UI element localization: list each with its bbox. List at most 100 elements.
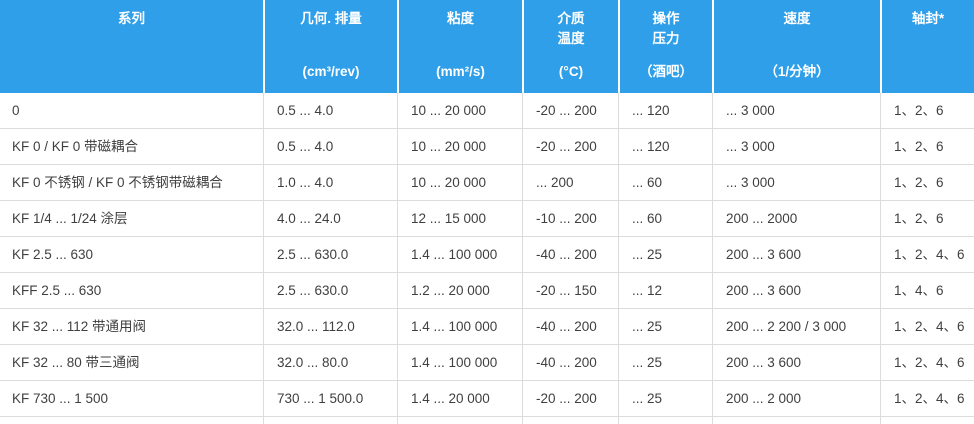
cell-viscosity: 10 ... 20 000 xyxy=(397,165,522,200)
cell-temperature: -20 ... 200 xyxy=(522,93,618,128)
cell-seals: 1、2、6 xyxy=(880,201,974,236)
cell-viscosity: 1.2 ... 20 000 xyxy=(397,273,522,308)
column-unit: （酒吧） xyxy=(639,63,693,79)
cell-viscosity: 12 ... 15 000 xyxy=(397,201,522,236)
cell-viscosity xyxy=(397,417,522,424)
cell-speed: 200 ... 2 000 xyxy=(712,381,880,416)
cell-displacement: 32.0 ... 80.0 xyxy=(263,345,397,380)
cell-temperature: -20 ... 150 xyxy=(522,273,618,308)
cell-seals xyxy=(880,417,974,424)
cell-seals: 1、2、4、6 xyxy=(880,345,974,380)
cell-pressure: ... 60 xyxy=(618,201,712,236)
column-unit: (cm³/rev) xyxy=(302,63,360,79)
column-header-seal: 轴封* xyxy=(880,0,974,93)
cell-temperature: ... 200 xyxy=(522,165,618,200)
cell-series: KF 32 ... 112 带通用阀 xyxy=(12,319,147,334)
cell-viscosity: 1.4 ... 100 000 xyxy=(397,309,522,344)
cell-seals: 1、2、4、6 xyxy=(880,309,974,344)
cell-temperature: -20 ... 200 xyxy=(522,129,618,164)
table-row: KF 0 / KF 0 带磁耦合 0.5 ... 4.0 10 ... 20 0… xyxy=(0,129,974,165)
table-row: KF 730 ... 1 500 730 ... 1 500.0 1.4 ...… xyxy=(0,381,974,417)
cell-series: KF 730 ... 1 500 xyxy=(12,391,109,406)
cell-seals: 1、2、6 xyxy=(880,165,974,200)
cell-series: KF 2.5 ... 630 xyxy=(12,247,94,262)
table-header-row: 系列 几何. 排量 (cm³/rev) 粘度 (mm²/s) 介质 温度 (°C… xyxy=(0,0,974,93)
table-row: KF 2.5 ... 630 2.5 ... 630.0 1.4 ... 100… xyxy=(0,237,974,273)
cell-seals: 1、2、6 xyxy=(880,129,974,164)
cell-speed: 200 ... 3 600 xyxy=(712,273,880,308)
cell-seals: 1、2、4、6 xyxy=(880,381,974,416)
cell-viscosity: 1.4 ... 100 000 xyxy=(397,237,522,272)
cell-speed: 200 ... 2000 xyxy=(712,201,880,236)
cell-seals: 1、2、6 xyxy=(880,93,974,128)
cell-pressure: ... 25 xyxy=(618,381,712,416)
column-label: 几何. 排量 xyxy=(300,11,362,26)
column-label: 介质 温度 xyxy=(557,11,585,46)
cell-series xyxy=(0,417,263,424)
table-row-partial xyxy=(0,417,974,424)
cell-speed: 200 ... 3 600 xyxy=(712,237,880,272)
cell-series: KF 32 ... 80 带三通阀 xyxy=(12,355,140,370)
cell-displacement: 2.5 ... 630.0 xyxy=(263,273,397,308)
cell-temperature: -20 ... 200 xyxy=(522,381,618,416)
cell-pressure: ... 60 xyxy=(618,165,712,200)
column-header-pressure: 操作 压力 （酒吧） xyxy=(618,0,712,93)
cell-temperature: -40 ... 200 xyxy=(522,237,618,272)
cell-displacement: 32.0 ... 112.0 xyxy=(263,309,397,344)
cell-viscosity: 1.4 ... 100 000 xyxy=(397,345,522,380)
cell-displacement xyxy=(263,417,397,424)
column-header-speed: 速度 （1/分钟） xyxy=(712,0,880,93)
cell-speed xyxy=(712,417,880,424)
cell-temperature xyxy=(522,417,618,424)
column-label: 操作 压力 xyxy=(652,11,680,46)
table-row: 0 0.5 ... 4.0 10 ... 20 000 -20 ... 200 … xyxy=(0,93,974,129)
column-label: 粘度 xyxy=(447,11,474,26)
column-unit: (°C) xyxy=(558,63,584,79)
cell-temperature: -10 ... 200 xyxy=(522,201,618,236)
column-header-viscosity: 粘度 (mm²/s) xyxy=(397,0,522,93)
cell-displacement: 2.5 ... 630.0 xyxy=(263,237,397,272)
cell-series: KF 1/4 ... 1/24 涂层 xyxy=(12,211,128,226)
cell-series: KF 0 / KF 0 带磁耦合 xyxy=(12,139,139,154)
cell-pressure: ... 120 xyxy=(618,129,712,164)
cell-temperature: -40 ... 200 xyxy=(522,309,618,344)
column-unit: （1/分钟） xyxy=(764,63,830,79)
column-header-displacement: 几何. 排量 (cm³/rev) xyxy=(263,0,397,93)
cell-displacement: 0.5 ... 4.0 xyxy=(263,129,397,164)
column-header-series: 系列 xyxy=(0,0,263,93)
column-label: 系列 xyxy=(118,11,145,26)
cell-seals: 1、4、6 xyxy=(880,273,974,308)
cell-series: KFF 2.5 ... 630 xyxy=(12,283,102,298)
cell-viscosity: 1.4 ... 20 000 xyxy=(397,381,522,416)
table-row: KF 32 ... 112 带通用阀 32.0 ... 112.0 1.4 ..… xyxy=(0,309,974,345)
cell-viscosity: 10 ... 20 000 xyxy=(397,93,522,128)
cell-pressure: ... 12 xyxy=(618,273,712,308)
cell-pressure: ... 25 xyxy=(618,309,712,344)
cell-viscosity: 10 ... 20 000 xyxy=(397,129,522,164)
cell-pressure: ... 25 xyxy=(618,345,712,380)
cell-pressure xyxy=(618,417,712,424)
cell-pressure: ... 120 xyxy=(618,93,712,128)
table-row: KF 0 不锈钢 / KF 0 不锈钢带磁耦合 1.0 ... 4.0 10 .… xyxy=(0,165,974,201)
cell-speed: ... 3 000 xyxy=(712,93,880,128)
table-row: KF 32 ... 80 带三通阀 32.0 ... 80.0 1.4 ... … xyxy=(0,345,974,381)
cell-displacement: 4.0 ... 24.0 xyxy=(263,201,397,236)
column-unit: (mm²/s) xyxy=(436,63,485,79)
table-row: KFF 2.5 ... 630 2.5 ... 630.0 1.2 ... 20… xyxy=(0,273,974,309)
cell-speed: ... 3 000 xyxy=(712,165,880,200)
cell-series: 0 xyxy=(12,103,20,118)
cell-seals: 1、2、4、6 xyxy=(880,237,974,272)
cell-pressure: ... 25 xyxy=(618,237,712,272)
cell-displacement: 0.5 ... 4.0 xyxy=(263,93,397,128)
cell-displacement: 730 ... 1 500.0 xyxy=(263,381,397,416)
cell-temperature: -40 ... 200 xyxy=(522,345,618,380)
cell-speed: ... 3 000 xyxy=(712,129,880,164)
cell-speed: 200 ... 2 200 / 3 000 xyxy=(712,309,880,344)
column-header-temperature: 介质 温度 (°C) xyxy=(522,0,618,93)
cell-speed: 200 ... 3 600 xyxy=(712,345,880,380)
cell-displacement: 1.0 ... 4.0 xyxy=(263,165,397,200)
column-label: 轴封* xyxy=(911,11,945,26)
column-label: 速度 xyxy=(783,11,811,26)
